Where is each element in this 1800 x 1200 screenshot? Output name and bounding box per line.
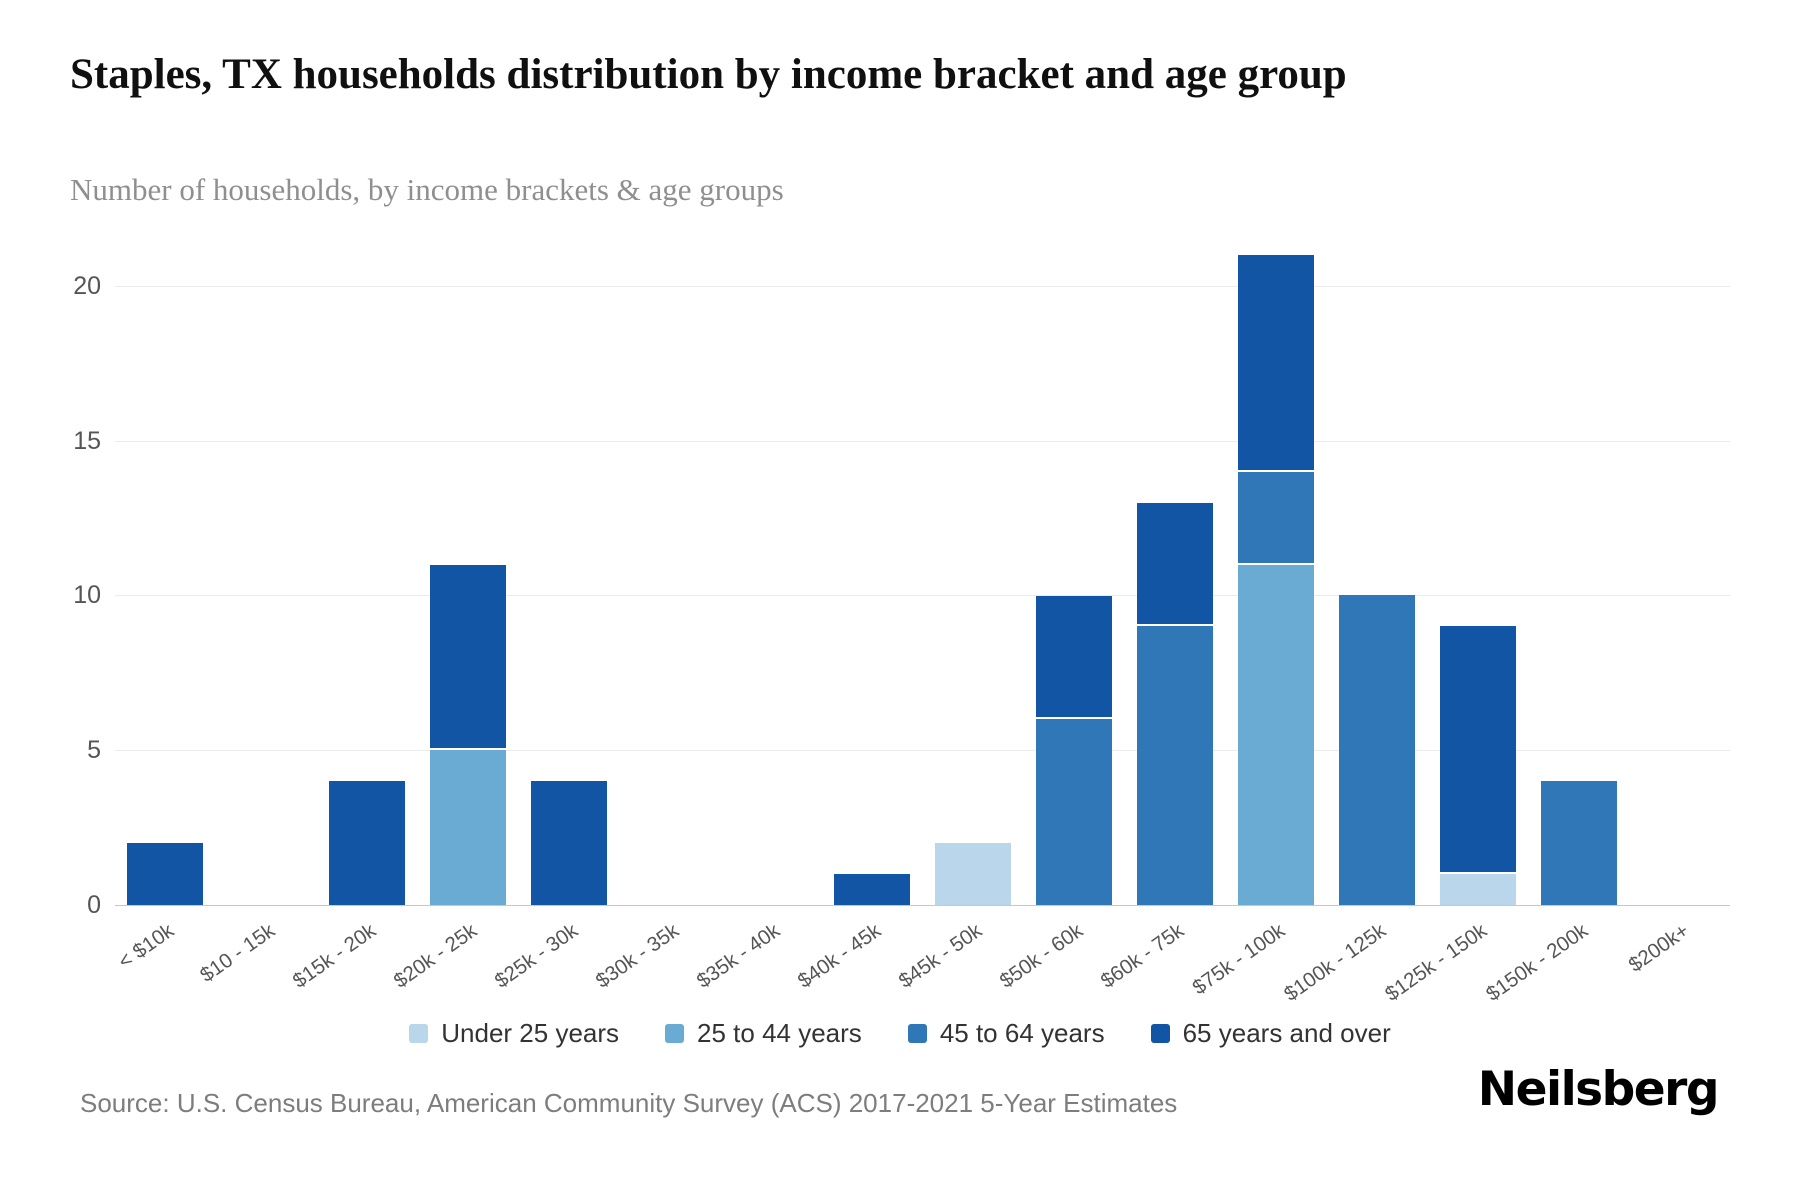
bar-segment-45-to-64-years-100k-125k	[1338, 595, 1415, 905]
chart-subtitle: Number of households, by income brackets…	[70, 172, 784, 207]
bar-segment-under-25-years-125k-150k	[1439, 874, 1516, 905]
bar-segment-45-to-64-years-50k-60k	[1035, 719, 1112, 905]
bar-segment-65-years-and-over-40k-45k	[834, 874, 911, 905]
gridline-15	[115, 440, 1730, 442]
y-tick-label-10: 10	[73, 581, 101, 610]
y-tick-label-5: 5	[87, 736, 101, 765]
bar-segment-45-to-64-years-60k-75k	[1136, 626, 1213, 905]
bar-segment-65-years-and-over-125k-150k	[1439, 626, 1516, 875]
bar-segment-65-years-and-over-10k	[127, 843, 204, 905]
bar-segment-65-years-and-over-75k-100k	[1237, 255, 1314, 472]
gridline-10	[115, 595, 1730, 597]
legend-swatch-25-to-44-years	[665, 1024, 685, 1043]
neilsberg-logo: Neilsberg	[1477, 1062, 1720, 1117]
bar-segment-65-years-and-over-25k-30k	[531, 781, 608, 905]
bar-segment-25-to-44-years-20k-25k	[430, 750, 507, 905]
bar-segment-45-to-64-years-150k-200k	[1540, 781, 1617, 905]
chart-legend: Under 25 years 25 to 44 years 45 to 64 yea…	[0, 1018, 1800, 1049]
bar-segment-65-years-and-over-15k-20k	[329, 781, 406, 905]
gridline-5	[115, 750, 1730, 752]
legend-swatch-under-25-years	[409, 1024, 429, 1043]
legend-swatch-45-to-64-years	[907, 1024, 927, 1043]
y-tick-label-15: 15	[73, 426, 101, 455]
bar-segment-65-years-and-over-20k-25k	[430, 564, 507, 751]
bar-segment-under-25-years-45k-50k	[934, 843, 1011, 905]
y-tick-label-20: 20	[73, 271, 101, 300]
legend-item-45-to-64-years: 45 to 64 years	[907, 1018, 1105, 1049]
bar-segment-65-years-and-over-50k-60k	[1035, 595, 1112, 720]
gridline-20	[115, 285, 1730, 287]
bar-segment-45-to-64-years-75k-100k	[1237, 471, 1314, 565]
bar-segment-25-to-44-years-75k-100k	[1237, 564, 1314, 905]
x-axis-line	[115, 905, 1730, 906]
chart-title: Staples, TX households distribution by i…	[70, 51, 1347, 98]
legend-item-under-25-years: Under 25 years	[409, 1018, 619, 1049]
legend-item-65-years-and-over: 65 years and over	[1150, 1018, 1391, 1049]
legend-swatch-65-years-and-over	[1150, 1024, 1170, 1043]
legend-label-45-to-64-years: 45 to 64 years	[939, 1018, 1105, 1048]
source-attribution: Source: U.S. Census Bureau, American Com…	[80, 1088, 1178, 1118]
legend-label-25-to-44-years: 25 to 44 years	[697, 1018, 862, 1048]
legend-label-under-25-years: Under 25 years	[441, 1018, 620, 1048]
legend-label-65-years-and-over: 65 years and over	[1182, 1018, 1391, 1048]
bar-segment-65-years-and-over-60k-75k	[1136, 502, 1213, 627]
legend-item-25-to-44-years: 25 to 44 years	[665, 1018, 862, 1049]
y-tick-label-0: 0	[87, 891, 101, 919]
plot-area: 0 5 10 15 20 < $10k $10 - 15k $15k - 20k $20k - …	[73, 255, 1730, 1006]
